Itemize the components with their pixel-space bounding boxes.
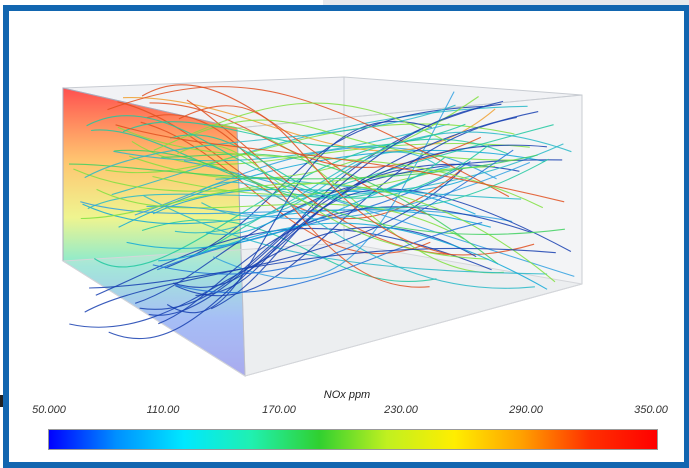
colorbar-tick-label: 170.00 <box>262 404 296 416</box>
colorbar <box>48 429 658 450</box>
colorbar-tick-label: 230.00 <box>384 404 418 416</box>
streamline <box>107 86 510 198</box>
streamline <box>129 96 479 180</box>
colorbar-tick-label: 350.00 <box>634 404 668 416</box>
streamline <box>108 144 547 340</box>
colorbar-tick-label: 50.000 <box>32 404 66 416</box>
streamline <box>84 104 456 179</box>
streamline <box>146 114 430 288</box>
streamline <box>188 119 518 161</box>
streamline <box>166 120 432 314</box>
streamline <box>203 124 504 274</box>
streamline <box>80 182 556 283</box>
streamline <box>141 219 437 283</box>
streamline <box>122 121 466 148</box>
streamline <box>172 111 539 288</box>
streamline <box>153 102 448 151</box>
streamline <box>89 247 556 289</box>
streamline <box>183 160 575 277</box>
streamline <box>141 84 430 216</box>
streamline <box>148 103 502 316</box>
streamline-scene[interactable] <box>9 11 684 462</box>
streamline <box>152 168 448 196</box>
streamline <box>178 105 450 255</box>
streamline <box>86 115 490 199</box>
colorbar-tick-label: 290.00 <box>509 404 543 416</box>
streamline <box>174 131 572 234</box>
streamline <box>161 153 499 265</box>
streamline <box>93 138 509 268</box>
top-strip <box>323 0 689 9</box>
streamline <box>175 222 483 294</box>
streamline <box>91 129 447 199</box>
streamline <box>152 179 466 215</box>
colorbar-title: NOx ppm <box>323 389 371 401</box>
streamline <box>146 161 531 220</box>
streamline <box>199 124 554 255</box>
visualization-frame: NOx ppm 50.000 110.00 170.00 230.00 290.… <box>3 5 689 468</box>
streamline <box>212 91 455 280</box>
streamline <box>115 124 565 203</box>
streamlines <box>68 84 575 340</box>
streamline <box>199 181 535 289</box>
streamline <box>117 126 544 209</box>
streamline <box>210 188 572 310</box>
streamline <box>73 165 495 192</box>
streamline <box>169 134 549 209</box>
colorbar-tick-label: 110.00 <box>146 404 180 416</box>
streamline <box>143 195 548 275</box>
edge-marker <box>0 395 3 407</box>
streamline <box>105 123 515 174</box>
streamline <box>205 188 476 235</box>
streamline <box>186 99 535 256</box>
streamline <box>96 188 465 240</box>
